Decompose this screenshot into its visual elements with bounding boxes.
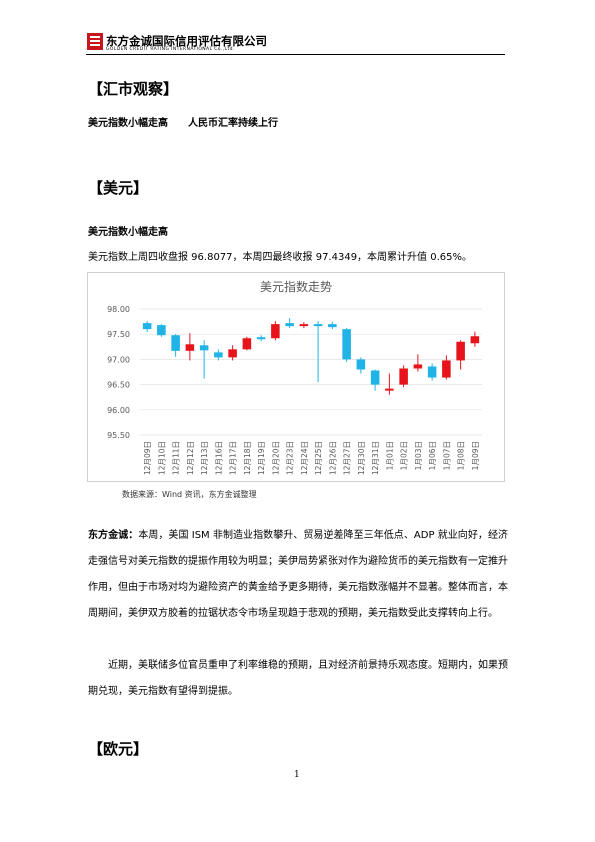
candle-body	[342, 329, 351, 360]
company-name-en: GOLDEN CREDIT RATING INTERNATIONAL Co.,L…	[106, 47, 235, 52]
company-name: 东方金诚国际信用评估有限公司	[106, 34, 267, 48]
candle-body	[299, 324, 309, 327]
intro-text: 美元指数上周四收盘报 96.8077，本周四最终收报 97.4349，本周累计升…	[88, 252, 473, 263]
candle-body	[470, 336, 480, 344]
candle-body	[442, 360, 451, 378]
paragraph: 近期，美联储多位官员重申了利率维稳的预期，且对经济前景持乐观态度。短期内，如果预…	[88, 660, 508, 697]
y-tick-label: 98.00	[107, 305, 130, 314]
candle-body	[313, 324, 323, 327]
candle-body	[413, 364, 423, 369]
y-tick-label: 96.00	[107, 406, 130, 415]
section-subtitle: 美元指数小幅走高	[88, 227, 168, 238]
x-tick-label: 12月23日	[286, 441, 295, 475]
x-tick-label: 12月24日	[300, 441, 309, 475]
x-tick-label: 12月25日	[314, 441, 323, 475]
x-tick-label: 1月03日	[414, 441, 423, 470]
x-tick-label: 12月13日	[200, 441, 209, 475]
candle-body	[271, 324, 280, 339]
candle-body	[399, 368, 408, 385]
x-tick-label: 12月27日	[343, 441, 352, 475]
x-tick-label: 1月02日	[400, 441, 409, 470]
candle-body	[171, 335, 180, 351]
chart-title: 美元指数走势	[260, 279, 332, 294]
x-tick-label: 12月11日	[172, 441, 181, 475]
x-tick-label: 12月10日	[157, 441, 166, 475]
section-title: 【欧元】	[88, 740, 149, 758]
x-tick-label: 12月30日	[357, 441, 366, 475]
paragraph: 东方金诚：本周，美国 ISM 非制造业指数攀升、贸易逆差降至三年低点、ADP 就…	[88, 523, 508, 627]
candle-body	[199, 345, 209, 351]
x-tick-label: 12月16日	[214, 441, 223, 475]
page-number: 1	[294, 770, 300, 780]
logo	[87, 33, 103, 50]
x-tick-label: 1月01日	[385, 441, 394, 470]
paragraph-lead: 东方金诚：	[88, 530, 139, 541]
candle-body	[385, 388, 394, 391]
candle-body	[157, 325, 166, 336]
chart: 美元指数走势 95.50 96.00 96.50 97.00 97.50 98.00 12月…	[87, 272, 505, 482]
paragraph-body: 本周，美国 ISM 非制造业指数攀升、贸易逆差降至三年低点、ADP 就业向好，经…	[88, 530, 509, 619]
source-note: 数据来源：Wind 资讯，东方金诚整理	[122, 490, 257, 499]
y-tick-label: 97.50	[107, 330, 130, 339]
candle-body	[228, 349, 237, 358]
x-tick-label: 12月31日	[371, 441, 380, 475]
candle-body	[370, 370, 380, 385]
candle-body	[356, 359, 366, 370]
candle-body	[285, 323, 294, 327]
x-tick-label: 1月06日	[428, 441, 437, 470]
candle-body	[456, 341, 465, 361]
x-tick-label: 12月09日	[143, 441, 152, 475]
x-tick-label: 1月09日	[471, 441, 480, 470]
y-tick-label: 96.50	[107, 381, 130, 390]
x-tick-label: 12月26日	[328, 441, 337, 475]
y-tick-label: 95.50	[107, 431, 130, 440]
x-tick-label: 12月18日	[243, 441, 252, 475]
y-tick-label: 97.00	[107, 355, 130, 364]
section-title: 【汇市观察】	[88, 80, 179, 98]
candle-body	[142, 323, 152, 330]
x-tick-label: 12月17日	[229, 441, 238, 475]
x-tick-label: 1月08日	[457, 441, 466, 470]
candle-body	[185, 344, 195, 351]
header-rule	[86, 54, 505, 55]
x-tick-label: 12月20日	[271, 441, 280, 475]
candle-body	[242, 338, 252, 350]
candle-body	[328, 324, 337, 328]
section-title: 【美元】	[88, 179, 149, 197]
section-subtitle: 美元指数小幅走高 人民币汇率持续上行	[88, 118, 278, 129]
x-tick-label: 12月19日	[257, 441, 266, 475]
x-tick-label: 1月07日	[442, 441, 451, 470]
candle-body	[427, 366, 437, 378]
candle-body	[214, 352, 223, 358]
x-tick-label: 12月12日	[186, 441, 195, 475]
candle-body	[256, 337, 266, 340]
